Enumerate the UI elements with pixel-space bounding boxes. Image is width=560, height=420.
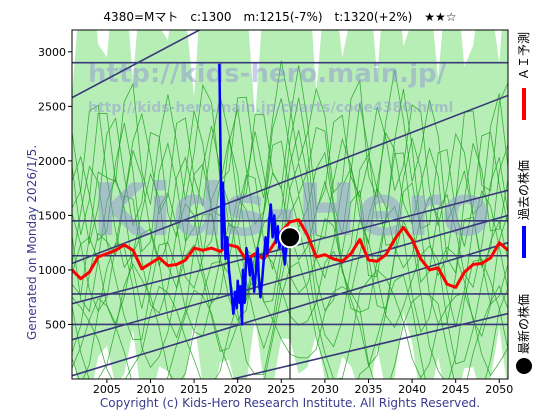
y-tick-label: 3000 — [38, 46, 66, 59]
legend-past-label: 過去の株価 — [516, 160, 531, 220]
chart-title: 4380=Mマト c:1300 m:1215(-7%) t:1320(+2%) … — [103, 10, 456, 24]
legend-ai-label: ＡＩ予測 — [517, 32, 531, 80]
x-tick-label: 2035 — [354, 383, 382, 396]
trend-line — [72, 94, 508, 265]
y-tick-label: 1500 — [38, 209, 66, 222]
prediction-band-line — [72, 161, 508, 325]
plot-frame — [71, 29, 509, 380]
y-tick-label: 1000 — [38, 264, 66, 277]
x-tick-label: 2045 — [442, 383, 470, 396]
legend: ＡＩ予測 過去の株価 最新の株価 — [516, 32, 532, 374]
ai-forecast-line — [72, 218, 508, 289]
plot-area: http://kids-hero.main.jp/ http://kids-he… — [72, 30, 508, 379]
series-layer — [72, 63, 508, 379]
y-tick-label: 2500 — [38, 100, 66, 113]
trend-line — [72, 30, 202, 99]
watermark-url: http://kids-hero.main.jp/ — [88, 59, 447, 89]
legend-latest-marker — [516, 358, 532, 374]
x-tick-label: 2040 — [398, 383, 426, 396]
y-tick-label: 500 — [45, 318, 66, 331]
x-axis: 2005 2010 2015 2020 2025 2030 2035 2040 2045 2050 — [93, 379, 513, 396]
y-axis: 500 1000 1500 2000 2500 3000 — [38, 46, 72, 331]
copyright-footer: Copyright (c) Kids-Hero Research Institu… — [100, 396, 480, 410]
x-tick-label: 2050 — [485, 383, 513, 396]
generated-note: Generated on Monday 2026/1/5. — [25, 145, 39, 340]
past-price-line — [218, 63, 292, 326]
prediction-band-line — [72, 130, 508, 297]
x-tick-label: 2010 — [136, 383, 164, 396]
prediction-band-fill — [72, 30, 508, 379]
watermark-url-page: http://kids-hero.main.jp/charts/code4380… — [88, 100, 453, 116]
x-tick-label: 2030 — [311, 383, 339, 396]
y-tick-label: 2000 — [38, 155, 66, 168]
latest-price-marker — [279, 226, 301, 249]
legend-latest-label: 最新の株価 — [516, 294, 531, 354]
x-tick-label: 2025 — [267, 383, 295, 396]
prediction-band-line — [72, 65, 508, 235]
prediction-band-line — [72, 97, 508, 275]
x-tick-label: 2015 — [180, 383, 208, 396]
x-tick-label: 2020 — [224, 383, 252, 396]
prediction-band-line — [72, 88, 508, 247]
x-tick-label: 2005 — [93, 383, 121, 396]
